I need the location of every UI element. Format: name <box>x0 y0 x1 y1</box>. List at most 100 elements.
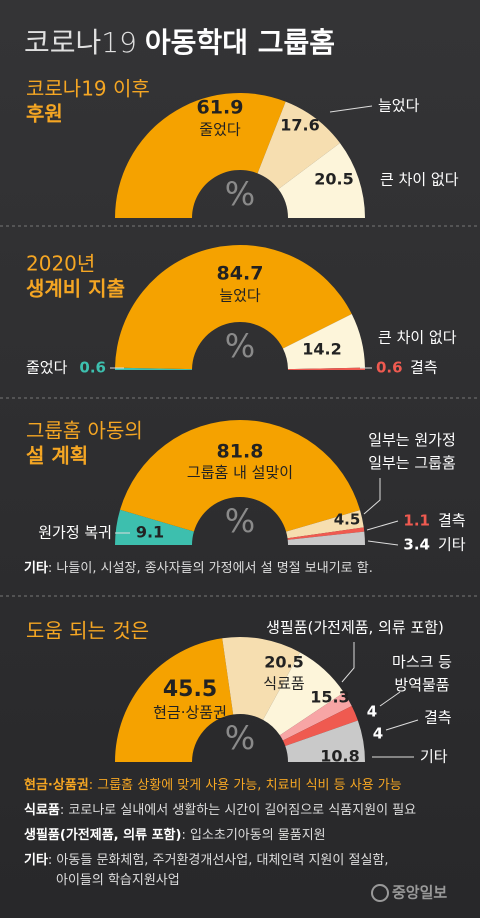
footnote-label: 생필품(가전제품, 의류 포함) <box>24 827 181 843</box>
note: 기타: 나들이, 시설장, 종사자들의 가정에서 설 명절 보내기로 함. <box>24 560 373 576</box>
category-label: 원가정 복귀 <box>38 524 112 542</box>
footnote-text: : 아동들 문화체험, 주거환경개선사업, 대체인력 지원이 절실함, <box>48 853 389 868</box>
segment <box>279 692 352 741</box>
footnote-text: : 입소초기아동의 물품지원 <box>181 828 325 843</box>
chart-title: 후원 <box>26 102 63 126</box>
footnote: 식료품: 코로나로 실내에서 생활하는 시간이 길어짐으로 식품지원이 필요 <box>24 802 416 818</box>
category-label: 큰 차이 없다 <box>380 171 459 189</box>
segment <box>263 652 344 736</box>
source: 중앙일보 <box>392 884 447 902</box>
value-label: 10.8 <box>320 747 359 766</box>
category-line: 일부는 그룹홈 <box>368 454 456 472</box>
segment <box>285 720 365 762</box>
title-prefix: 코로나19 <box>24 26 137 59</box>
chart-title: 설 계획 <box>26 444 88 468</box>
segment <box>278 142 365 218</box>
footnote-text: 아이들의 학습지원사업 <box>56 873 180 888</box>
value-label: 81.8 <box>217 441 264 463</box>
value-label: 45.5 <box>163 677 217 702</box>
category-line: 방역물품 <box>394 676 449 694</box>
value-label: 0.6 <box>79 359 106 377</box>
category-label: 기타 <box>420 748 448 766</box>
category-label: 늘었다 <box>219 287 261 305</box>
value-label: 0.6 <box>376 359 403 377</box>
segment <box>257 101 340 190</box>
category-label: 결측 <box>438 512 466 530</box>
leader-line <box>341 642 355 683</box>
segment <box>115 638 234 762</box>
segment <box>287 531 365 545</box>
unit-symbol: % <box>225 719 255 757</box>
footnote: 아이들의 학습지원사업 <box>56 873 180 888</box>
note-text: : 나들이, 시설장, 종사자들의 가정에서 설 명절 보내기로 함. <box>48 561 373 576</box>
leader-line <box>385 719 419 731</box>
footnote-label: 기타 <box>24 852 48 868</box>
footnote: 기타: 아동들 문화체험, 주거환경개선사업, 대체인력 지원이 절실함, <box>24 852 389 868</box>
value-label: 4.5 <box>334 511 361 529</box>
segment <box>282 706 358 747</box>
page-title: 코로나19 아동학대 그룹홈 <box>24 26 335 59</box>
value-label: 14.2 <box>302 340 341 359</box>
value-label: 4 <box>373 725 383 743</box>
category-label: 늘었다 <box>378 97 420 115</box>
segment <box>287 527 365 540</box>
category-label: 생필품(가전제품, 의류 포함) <box>266 619 444 637</box>
category-label: 현금·상품권 <box>153 704 227 722</box>
footnote: 현금·상품권: 그룹홈 상황에 맞게 사용 가능, 치료비 식비 등 사용 가능 <box>24 777 402 793</box>
note-label: 기타 <box>24 560 48 576</box>
segment <box>115 92 286 218</box>
value-label: 15.3 <box>310 688 349 707</box>
category-label: 기타 <box>438 536 466 554</box>
logo-mark <box>371 884 389 902</box>
category-label: 그룹홈 내 설맞이 <box>187 464 293 482</box>
chart-title: 코로나19 이후 <box>26 77 150 101</box>
segment <box>115 509 194 545</box>
leader-line <box>367 540 399 546</box>
segment <box>286 510 364 539</box>
value-label: 17.6 <box>280 116 319 135</box>
footnote: 생필품(가전제품, 의류 포함): 입소초기아동의 물품지원 <box>24 827 326 843</box>
footnote-label: 식료품 <box>24 802 60 818</box>
unit-symbol: % <box>225 327 255 365</box>
footnote-label: 현금·상품권 <box>24 777 89 793</box>
category-line: 마스크 등 <box>392 653 452 671</box>
value-label: 9.1 <box>136 523 164 542</box>
leader-line <box>366 520 399 531</box>
value-label: 3.4 <box>403 536 430 554</box>
unit-symbol: % <box>225 502 255 540</box>
segment <box>282 314 365 370</box>
chart: 도움 되는 것은% 45.5 현금·상품권 20.5 식료품 15.3 생필품(가전제품, … <box>26 619 452 766</box>
chart-title: 그룹홈 아동의 <box>26 419 143 443</box>
value-label: 20.5 <box>314 170 353 189</box>
category-label: 줄었다 <box>199 121 241 139</box>
segment <box>120 420 361 532</box>
category-label: 결측 <box>410 359 438 377</box>
leader-line <box>363 478 381 515</box>
category-label: 줄었다 <box>26 359 68 377</box>
footnote-text: : 코로나로 실내에서 생활하는 시간이 길어짐으로 식품지원이 필요 <box>60 803 416 818</box>
segment <box>115 244 352 370</box>
chart-title: 도움 되는 것은 <box>26 619 149 643</box>
chart-title: 2020년 <box>26 252 95 276</box>
value-label: 4 <box>367 703 377 721</box>
leader-line <box>379 691 401 707</box>
chart-title: 생계비 지출 <box>26 277 125 301</box>
category-label: 결측 <box>424 709 452 727</box>
unit-symbol: % <box>225 175 255 213</box>
segment <box>115 367 193 370</box>
value-label: 20.5 <box>264 653 303 672</box>
leader-line <box>329 105 373 113</box>
value-label: 84.7 <box>217 263 264 285</box>
category-line: 일부는 원가정 <box>368 431 456 449</box>
value-label: 61.9 <box>197 97 244 119</box>
footnote-text: : 그룹홈 상황에 맞게 사용 가능, 치료비 식비 등 사용 가능 <box>89 778 402 793</box>
segment <box>222 637 300 720</box>
category-label: 식료품 <box>263 675 304 693</box>
title-main: 아동학대 그룹홈 <box>145 26 335 59</box>
